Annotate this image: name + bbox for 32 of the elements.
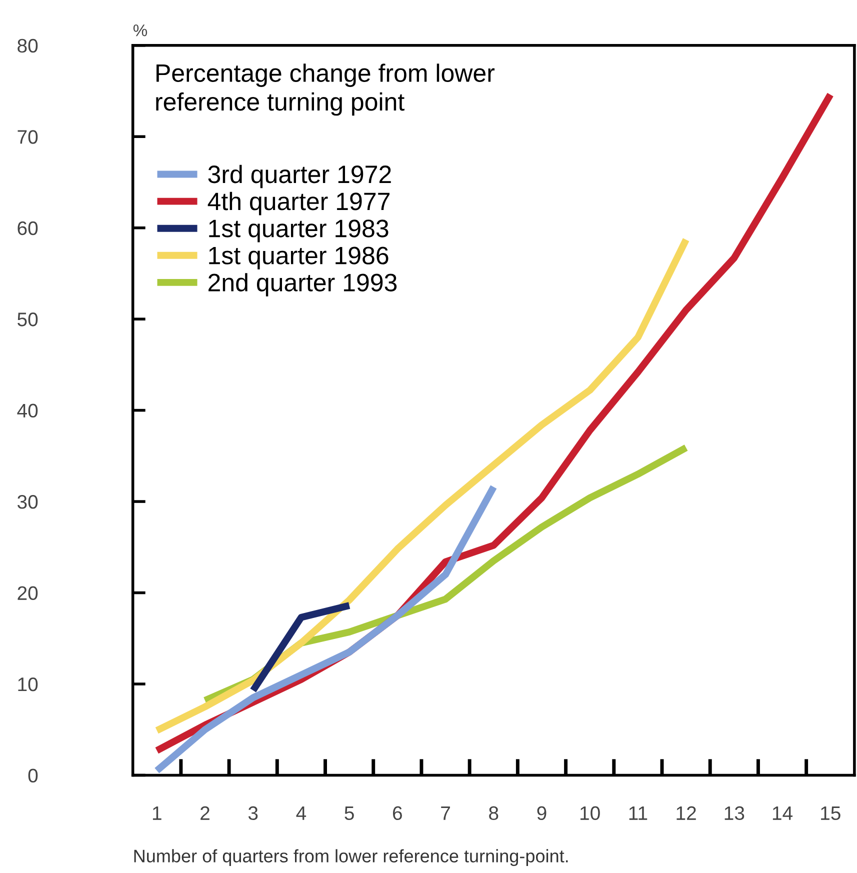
y-tick-label: 0 [28,768,38,782]
x-tick-label: 1 [152,806,162,820]
x-tick-label: 2 [200,806,210,820]
legend-label: 1st quarter 1983 [209,220,388,242]
legend-label: 3rd quarter 1972 [208,164,391,188]
y-tick-label: 40 [17,404,38,418]
y-tick-label: 10 [18,677,38,692]
y-tick-label: 50 [18,312,38,326]
legend-label: 4th quarter 1977 [208,192,390,216]
x-tick-label: 4 [296,806,306,820]
x-tick-label: 14 [772,806,793,820]
y-tick-label: 20 [18,586,38,600]
y-tick-label: 80 [18,38,38,53]
y-axis-title: % [133,24,148,36]
x-tick-label: 7 [441,806,450,820]
legend-label: 2nd quarter 1993 [208,273,397,296]
x-tick-label: 10 [580,806,600,820]
x-tick-label: 3 [248,806,258,820]
y-tick-label: 70 [18,130,38,144]
y-tick-label: 30 [18,495,38,509]
x-tick-label: 12 [676,806,696,820]
y-tick-label: 60 [18,221,38,236]
x-axis-title: Number of quarters from lower reference turning-point. [134,849,568,866]
x-tick-label: 6 [393,806,402,820]
x-tick-label: 13 [724,806,744,820]
x-tick-label: 5 [344,806,354,820]
x-tick-label: 11 [629,806,648,820]
x-tick-label: 8 [489,806,498,820]
x-tick-label: 15 [821,806,840,820]
legend-label: 1st quarter 1986 [209,246,388,270]
x-tick-label: 9 [537,806,546,820]
text: Percentage change from lower reference turning point [156,64,495,116]
